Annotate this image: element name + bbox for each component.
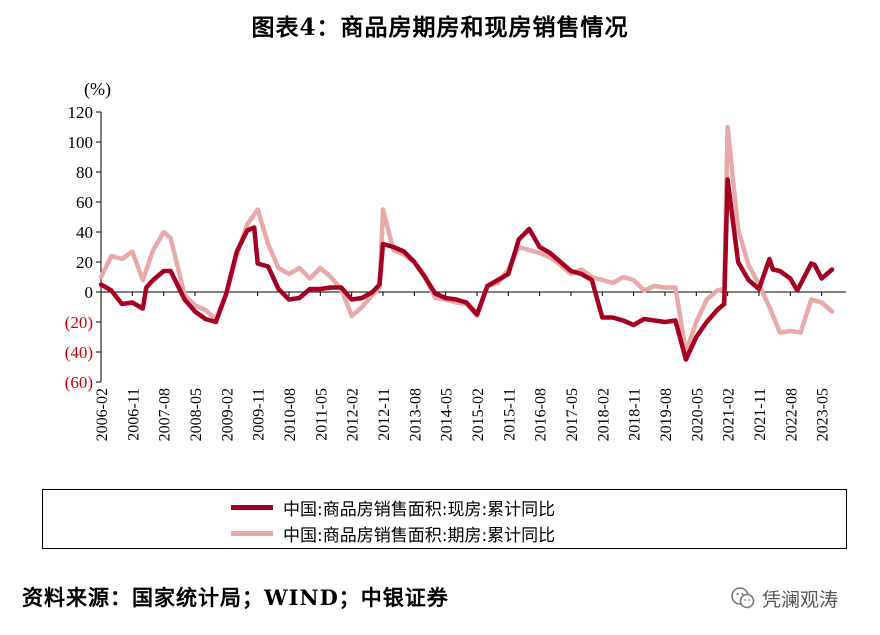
- x-tick-label: 2009-02: [219, 388, 236, 441]
- x-tick-label: 2021-02: [721, 388, 738, 441]
- y-axis-unit-label: (%): [84, 79, 111, 100]
- legend-swatch-presale: [231, 530, 273, 536]
- x-tick-label: 2011-05: [313, 388, 330, 441]
- y-tick-label: 120: [68, 103, 94, 122]
- legend-item-presale: 中国:商品房销售面积:期房:累计同比: [231, 521, 556, 546]
- legend: 中国:商品房销售面积:现房:累计同比 中国:商品房销售面积:期房:累计同比: [42, 489, 847, 549]
- x-tick-label: 2018-11: [627, 388, 644, 441]
- y-tick-label: 20: [76, 253, 93, 272]
- x-tick-label: 2017-05: [564, 388, 581, 441]
- x-tick-label: 2021-11: [752, 388, 769, 441]
- legend-swatch-existing: [231, 504, 273, 510]
- x-tick-label: 2014-05: [439, 388, 456, 441]
- x-tick-label: 2012-11: [376, 388, 393, 441]
- legend-label-existing: 中国:商品房销售面积:现房:累计同比: [283, 499, 556, 520]
- legend-item-existing: 中国:商品房销售面积:现房:累计同比: [231, 495, 556, 520]
- x-tick-label: 2015-02: [470, 388, 487, 441]
- watermark: 凭澜观涛: [730, 584, 838, 612]
- watermark-text: 凭澜观涛: [762, 588, 839, 611]
- x-tick-label: 2020-05: [689, 388, 706, 441]
- source-note: 资料来源：国家统计局；WIND；中银证券: [22, 585, 449, 610]
- y-tick-label: 0: [85, 283, 94, 302]
- axes: 120 100 80 60 40 20 0 (20) (40) (60) (%) 2006-02 200…: [65, 79, 846, 441]
- y-tick-label: 40: [76, 223, 93, 242]
- x-tick-label: 2010-08: [282, 388, 299, 441]
- x-tick-label: 2007-08: [157, 388, 174, 441]
- series-lines: [98, 124, 835, 362]
- series-line-existing: [98, 177, 835, 362]
- legend-label-presale: 中国:商品房销售面积:期房:累计同比: [283, 525, 556, 546]
- x-tick-label: 2013-08: [407, 388, 424, 441]
- x-tick-label: 2006-02: [94, 388, 111, 441]
- x-tick-label: 2019-08: [658, 388, 675, 441]
- x-tick-label: 2023-05: [815, 388, 832, 441]
- x-tick-label: 2012-02: [345, 388, 362, 441]
- wechat-logo-icon: [731, 587, 755, 609]
- x-tick-label: 2016-08: [533, 388, 550, 441]
- y-tick-label: (40): [65, 343, 93, 362]
- y-tick-label: 80: [76, 163, 93, 182]
- y-tick-label: 60: [76, 193, 93, 212]
- x-tick-label: 2006-11: [125, 388, 142, 441]
- x-tick-label: 2018-02: [595, 388, 612, 441]
- y-tick-label: (60): [65, 373, 93, 392]
- x-tick-label: 2015-11: [501, 388, 518, 441]
- y-tick-label: 100: [68, 133, 94, 152]
- y-tick-label: (20): [65, 313, 93, 332]
- x-tick-label: 2009-11: [251, 388, 268, 441]
- chart-title: 图表4：商品房期房和现房销售情况: [251, 14, 629, 41]
- x-tick-label: 2022-08: [783, 388, 800, 441]
- x-tick-label: 2008-05: [188, 388, 205, 441]
